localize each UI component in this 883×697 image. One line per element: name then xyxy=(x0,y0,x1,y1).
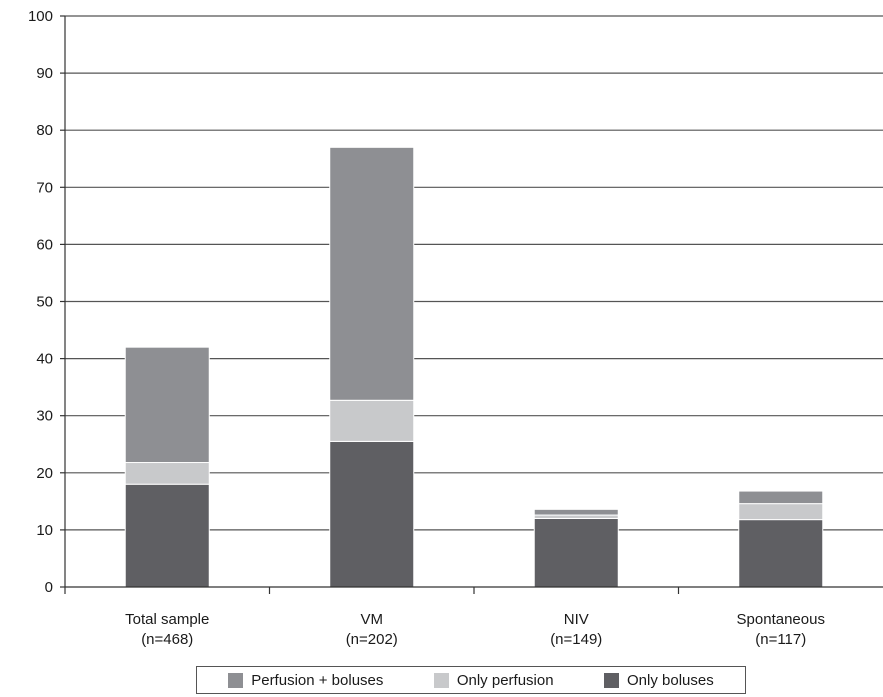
y-tick-label: 20 xyxy=(36,465,53,482)
x-category-label: Total sample xyxy=(125,611,209,628)
legend-swatch-only-boluses xyxy=(604,672,620,688)
legend-item-perfusion-boluses: Perfusion + boluses xyxy=(228,672,383,689)
bar-segment xyxy=(533,508,619,516)
bar-segment xyxy=(124,346,210,464)
y-tick-label: 10 xyxy=(36,522,53,539)
bar-segment xyxy=(329,399,415,442)
y-tick-label: 50 xyxy=(36,294,53,311)
x-category-labels: Total sample (n=468) VM (n=202) NIV (n=149) Sp… xyxy=(125,611,825,648)
legend-label: Only perfusion xyxy=(456,671,554,689)
bar-segment xyxy=(124,483,210,588)
bar-segment xyxy=(533,517,619,588)
bar-segment xyxy=(738,490,824,505)
y-tick-label: 60 xyxy=(36,236,53,253)
y-tick-label: 40 xyxy=(36,351,53,368)
bar-segment xyxy=(533,514,619,519)
x-category-label: (n=149) xyxy=(550,631,602,648)
y-tick-label: 90 xyxy=(36,65,53,82)
bars xyxy=(124,146,824,588)
legend-item-only-perfusion: Only perfusion xyxy=(433,671,554,689)
x-category-label: (n=202) xyxy=(346,631,398,648)
x-category-label: NIV xyxy=(564,611,589,628)
y-tick-label: 30 xyxy=(36,408,53,425)
bar-segment xyxy=(329,146,415,401)
legend-item-only-boluses: Only boluses xyxy=(604,672,714,689)
bar-segment xyxy=(329,440,415,588)
axes xyxy=(60,15,883,594)
legend-swatch-only-perfusion xyxy=(433,672,449,688)
x-category-label: VM xyxy=(361,611,384,628)
y-tick-labels: 0 10 20 30 40 50 60 70 80 90 100 xyxy=(28,8,53,596)
bar-segment xyxy=(738,519,824,588)
legend-swatch-perfusion-boluses xyxy=(228,672,244,688)
y-tick-label: 70 xyxy=(36,179,53,196)
legend-label: Perfusion + boluses xyxy=(251,671,384,689)
legend: Perfusion + boluses Only perfusion Only … xyxy=(196,666,746,694)
y-tick-label: 100 xyxy=(28,8,53,25)
bar-segment xyxy=(738,503,824,521)
x-category-label: (n=117) xyxy=(755,631,806,648)
x-category-label: Spontaneous xyxy=(737,611,825,628)
bar-segment xyxy=(124,462,210,485)
y-tick-label: 0 xyxy=(45,579,53,596)
legend-label: Only boluses xyxy=(627,671,714,689)
stacked-bar-chart: 0 10 20 30 40 50 60 70 80 90 100 Total sample (n=46… xyxy=(28,8,883,648)
x-category-label: (n=468) xyxy=(141,631,193,648)
y-tick-label: 80 xyxy=(36,122,53,139)
